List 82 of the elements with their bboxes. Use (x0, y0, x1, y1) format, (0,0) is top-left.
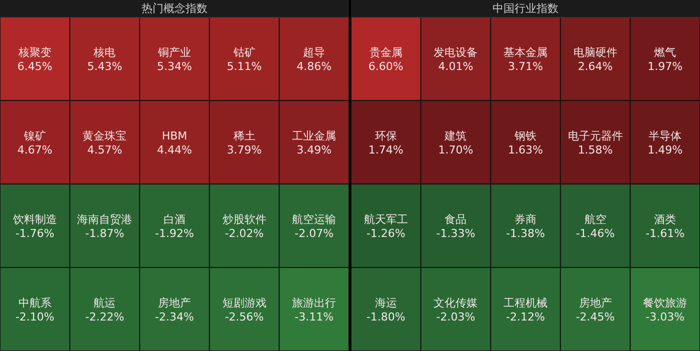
category-label: 建筑 (444, 129, 467, 142)
category-label: 环保 (374, 129, 397, 142)
data-label: -3.03% (646, 310, 685, 324)
category-label: 半导体 (648, 129, 682, 142)
data-label: -1.38% (506, 226, 545, 240)
data-label: 1.97% (648, 60, 683, 73)
data-label: -2.10% (15, 310, 54, 324)
data-label: 3.79% (226, 143, 262, 156)
text: 热门概念指数 (142, 2, 208, 15)
category-label: 海运 (374, 296, 397, 310)
category-label: 短剧游戏 (222, 296, 266, 310)
data-label: 1.58% (578, 143, 613, 156)
category-label: 餐饮旅游 (643, 296, 688, 310)
category-label: 航空 (584, 212, 606, 226)
data-label: -1.26% (366, 226, 406, 240)
category-label: 航空运输 (292, 212, 336, 226)
data-label: 3.71% (508, 60, 543, 73)
data-label: -1.46% (576, 226, 615, 240)
data-label: 1.70% (438, 143, 474, 156)
data-label: 5.11% (226, 60, 262, 73)
category-label: 房地产 (578, 296, 612, 310)
data-label: -1.92% (155, 226, 194, 240)
text: 中国行业指数 (492, 2, 558, 15)
data-label: -2.45% (576, 310, 615, 324)
category-label: HBM (162, 129, 188, 142)
category-label: 贵金属 (369, 46, 402, 59)
data-label: 5.34% (157, 60, 192, 73)
data-label: -2.03% (436, 310, 476, 324)
category-label: 酒类 (654, 212, 676, 226)
category-label: 海南自贸港 (77, 212, 132, 226)
category-label: 房地产 (158, 296, 191, 310)
category-label: 工程机械 (504, 296, 548, 310)
category-label: 基本金属 (504, 46, 548, 59)
data-label: 6.60% (368, 60, 404, 73)
category-label: 旅游出行 (292, 296, 336, 310)
category-label: 电脑硬件 (573, 46, 618, 59)
category-label: 核电 (92, 46, 116, 59)
data-label: 3.49% (296, 143, 332, 156)
data-label: 4.86% (296, 60, 332, 73)
data-label: -1.61% (646, 226, 685, 240)
category-label: 镍矿 (22, 129, 46, 142)
category-label: 航天军工 (364, 212, 408, 226)
category-label: 钴矿 (232, 46, 256, 59)
data-label: -2.07% (294, 226, 334, 240)
category-label: 文化传媒 (434, 296, 478, 310)
data-label: -2.22% (85, 310, 124, 324)
data-label: 1.49% (648, 143, 683, 156)
category-label: 食品 (444, 212, 467, 226)
data-label: 1.74% (368, 143, 404, 156)
data-label: -3.11% (294, 310, 334, 324)
data-label: -2.02% (224, 226, 264, 240)
data-label: -2.12% (506, 310, 545, 324)
data-label: 4.67% (17, 143, 52, 156)
category-label: 发电设备 (434, 46, 478, 59)
data-label: 4.44% (157, 143, 192, 156)
category-label: 券商 (514, 212, 536, 226)
data-label: -1.80% (366, 310, 406, 324)
data-label: 6.45% (17, 60, 52, 73)
category-label: 黄金珠宝 (82, 129, 127, 142)
category-label: 白酒 (164, 212, 186, 226)
category-label: 炒股软件 (222, 212, 266, 226)
data-label: -2.56% (224, 310, 264, 324)
category-label: 饮料制造 (12, 212, 57, 226)
category-label: 航运 (94, 296, 116, 310)
data-label: 5.43% (87, 60, 122, 73)
category-label: 钢铁 (514, 129, 536, 142)
data-label: -1.33% (436, 226, 476, 240)
category-label: 中航系 (18, 296, 52, 310)
data-label: 2.64% (578, 60, 613, 73)
category-label: 核聚变 (17, 46, 52, 59)
data-label: 1.63% (508, 143, 543, 156)
category-label: 燃气 (654, 46, 676, 59)
category-label: 稀土 (233, 129, 256, 142)
category-label: 超导 (303, 46, 326, 59)
data-label: 4.57% (87, 143, 122, 156)
data-label: -1.76% (15, 226, 54, 240)
data-label: 4.01% (438, 60, 474, 73)
category-label: 电子元器件 (568, 129, 623, 142)
data-label: -1.87% (85, 226, 124, 240)
category-label: 工业金属 (292, 129, 336, 142)
data-label: -2.34% (155, 310, 194, 324)
category-label: 铜产业 (157, 46, 191, 59)
